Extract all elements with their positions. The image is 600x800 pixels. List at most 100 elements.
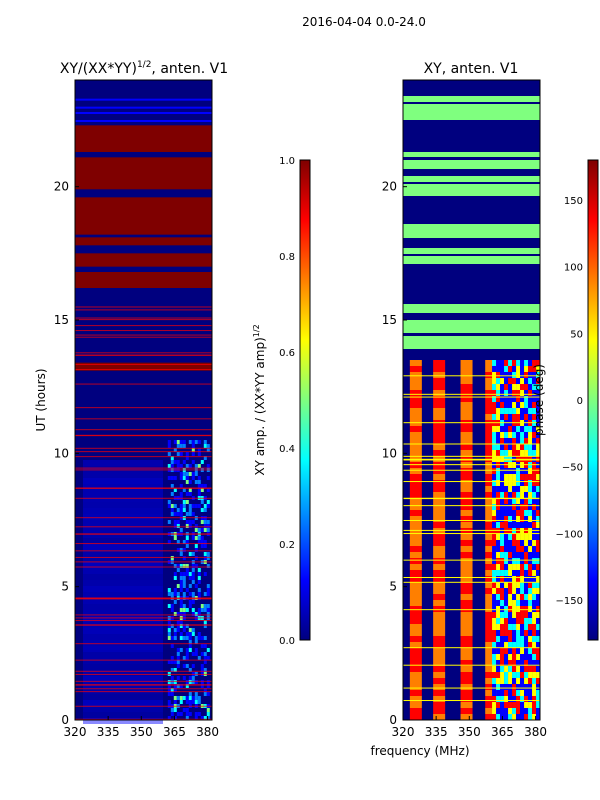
amplitude-cell [206,684,210,688]
amplitude-cell [206,592,210,596]
amplitude-cell [194,636,198,640]
phase-cell [485,360,498,366]
phase-cell [536,576,541,582]
phase-cell [492,648,497,654]
phase-cell [485,414,498,420]
amplitude-cell [197,448,201,452]
phase-cell [496,408,501,414]
phase-cell [504,672,509,678]
phase-cell [520,366,525,372]
phase-cell [536,402,541,408]
amplitude-cell [206,564,210,568]
phase-cell [520,396,525,402]
phase-cell [409,378,422,384]
phase-cell [496,648,501,654]
phase-cell [516,654,521,660]
phase-cell [528,426,533,432]
phase-cell [524,486,529,492]
phase-cell [492,564,497,570]
phase-cell [532,510,537,516]
amplitude-cell [185,456,189,460]
phase-cell [512,438,517,444]
amplitude-cell [200,544,204,548]
amplitude-cell [170,668,174,672]
phase-cell [409,438,422,444]
phase-cell [409,600,422,606]
phase-cell [532,600,537,606]
phase-cell [409,582,422,588]
amplitude-cell [200,484,204,488]
phase-cell [460,450,473,456]
phase-cell [492,630,497,636]
amplitude-cell [188,700,192,704]
phase-cell [512,444,517,450]
phase-cell [536,468,541,474]
amplitude-red-line [75,533,212,535]
phase-cell [508,504,513,510]
phase-cell [508,450,513,456]
phase-cell [536,426,541,432]
phase-cell [460,438,473,444]
phase-cell [516,630,521,636]
phase-cell [532,516,537,522]
phase-cell [512,468,517,474]
amplitude-cell [203,652,207,656]
phase-cell [485,444,498,450]
phase-cell [433,576,446,582]
phase-cell [492,402,497,408]
amplitude-cell [194,544,198,548]
phase-cell [512,678,517,684]
phase-cell [532,702,537,708]
phase-band [403,304,540,313]
phase-cell [536,642,541,648]
amplitude-cell [197,656,201,660]
phase-cell [532,534,537,540]
phase-cell [485,426,498,432]
phase-cell [504,366,509,372]
phase-cell [460,384,473,390]
amplitude-cell [188,488,192,492]
phase-cell [528,582,533,588]
phase-cell [504,648,509,654]
phase-cell [433,564,446,570]
amplitude-colorbar: 0.0 0.2 0.4 0.6 0.8 1.0 XY amp. / (XX*YY amp)… [252,156,311,647]
phase-cell [496,672,501,678]
phase-cell [532,372,537,378]
phase-cell [496,630,501,636]
amplitude-cell [206,504,210,508]
phase-cell [409,450,422,456]
phase-cell [512,648,517,654]
phase-line [403,422,540,424]
phase-cell [496,444,501,450]
phase-cell [460,540,473,546]
amplitude-red-line [75,429,212,431]
phase-cell [532,528,537,534]
amplitude-red-line [75,325,212,327]
phase-cell [460,522,473,528]
amplitude-cell [200,680,204,684]
phase-cell [512,552,517,558]
phase-cell [532,612,537,618]
phase-cell [433,426,446,432]
phase-cell [520,654,525,660]
phase-cell [409,522,422,528]
phase-cell [409,486,422,492]
phase-cell [508,600,513,606]
phase-cell [532,540,537,546]
amplitude-cell [170,492,174,496]
amplitude-cell [203,624,207,628]
amplitude-cell [83,676,163,682]
amplitude-cell [176,444,180,448]
amplitude-flag-row [75,112,212,114]
phase-cell [485,384,498,390]
amplitude-cell [200,652,204,656]
phase-cell [508,540,513,546]
phase-cell [512,408,517,414]
phase-cell [520,690,525,696]
phase-cell [485,606,498,612]
phase-cell [504,408,509,414]
amplitude-flag-row [75,120,212,122]
y-tick-label: 20 [382,180,397,194]
amplitude-cell [197,580,201,584]
amplitude-cell [179,508,183,512]
